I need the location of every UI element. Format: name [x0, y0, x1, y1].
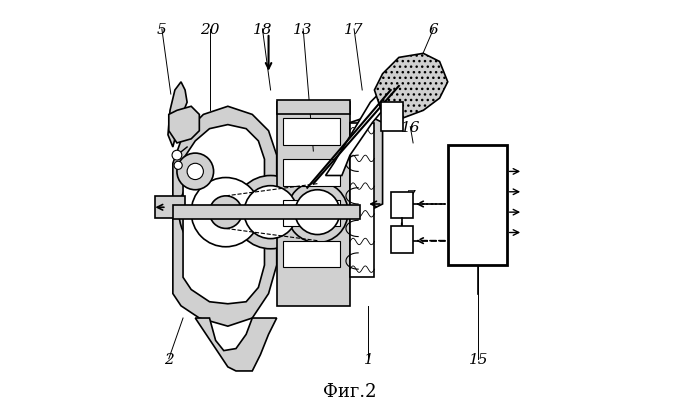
Polygon shape: [169, 107, 199, 144]
Bar: [350, 123, 374, 278]
Bar: [283, 160, 340, 186]
Bar: [391, 192, 413, 219]
Bar: [381, 103, 403, 131]
Bar: [391, 227, 413, 253]
Polygon shape: [326, 91, 391, 176]
Circle shape: [187, 164, 204, 180]
Polygon shape: [168, 83, 187, 148]
Text: 7: 7: [405, 189, 415, 203]
Circle shape: [172, 151, 182, 161]
Text: 6: 6: [428, 23, 438, 37]
Bar: [173, 205, 360, 220]
Bar: [283, 119, 340, 146]
Text: 13: 13: [293, 23, 313, 37]
Text: 15: 15: [468, 352, 488, 366]
Text: 1: 1: [363, 352, 373, 366]
Bar: [448, 146, 507, 265]
Circle shape: [177, 154, 214, 190]
Circle shape: [179, 166, 272, 259]
Text: 18: 18: [253, 23, 272, 37]
Polygon shape: [374, 54, 448, 123]
Text: Фиг.2: Фиг.2: [323, 382, 377, 400]
Text: 20: 20: [199, 23, 219, 37]
Bar: [283, 241, 340, 267]
Text: 5: 5: [157, 23, 167, 37]
Circle shape: [209, 196, 242, 229]
Bar: [155, 196, 185, 219]
Text: 17: 17: [344, 23, 364, 37]
Text: 16: 16: [400, 120, 420, 134]
Bar: [276, 101, 350, 115]
Polygon shape: [195, 318, 276, 371]
Bar: [283, 200, 340, 227]
Circle shape: [295, 190, 340, 235]
Bar: [276, 103, 350, 306]
Polygon shape: [350, 119, 383, 209]
Polygon shape: [183, 125, 265, 304]
Circle shape: [287, 182, 348, 243]
Circle shape: [174, 162, 182, 170]
Circle shape: [244, 186, 297, 239]
Circle shape: [191, 178, 260, 247]
Polygon shape: [173, 107, 276, 326]
Text: 2: 2: [164, 352, 174, 366]
Circle shape: [234, 176, 307, 249]
